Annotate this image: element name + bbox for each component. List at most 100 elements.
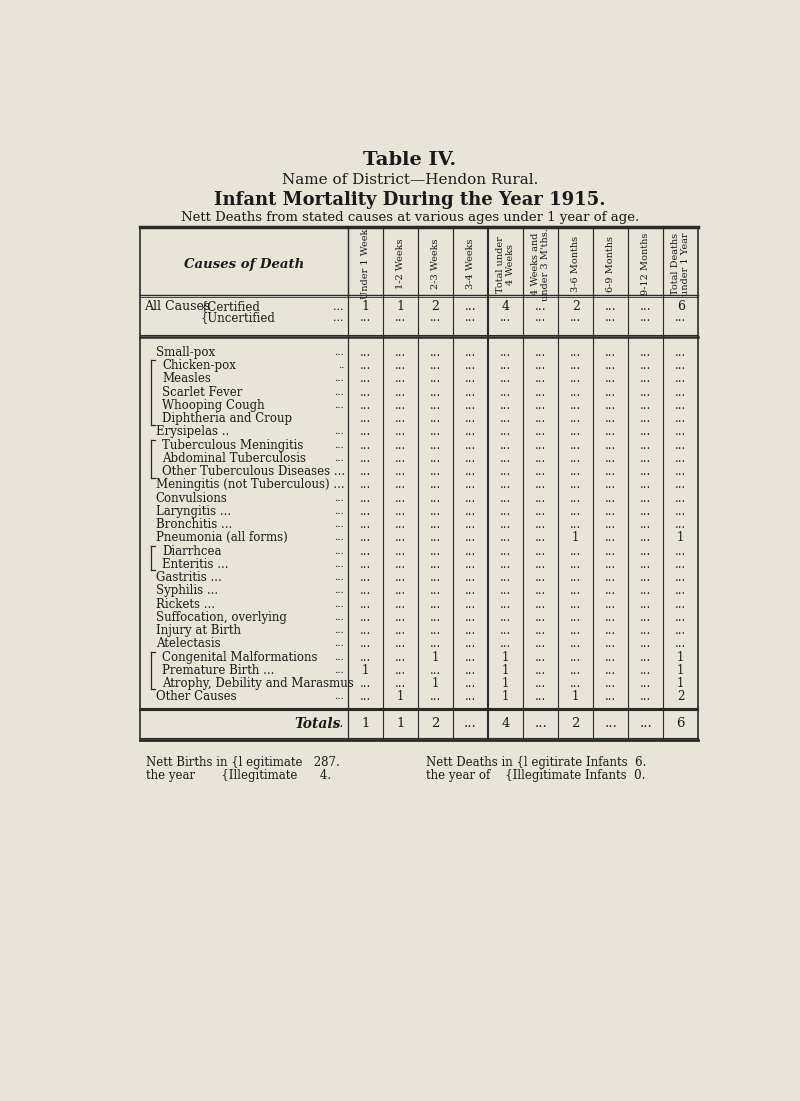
- Text: ...: ...: [465, 651, 476, 664]
- Text: ...: ...: [570, 624, 582, 637]
- Text: ...: ...: [605, 399, 616, 412]
- Text: ...: ...: [500, 545, 511, 557]
- Text: ...: ...: [500, 532, 511, 544]
- Text: ...: ...: [640, 690, 651, 704]
- Text: ...: ...: [605, 438, 616, 451]
- Text: ...: ...: [640, 312, 651, 324]
- Text: ...: ...: [535, 519, 546, 531]
- Text: ...: ...: [430, 558, 442, 570]
- Text: ...: ...: [465, 465, 476, 478]
- Text: ...: ...: [605, 492, 616, 504]
- Text: ...: ...: [570, 372, 582, 385]
- Text: ...: ...: [395, 585, 406, 598]
- Text: ...: ...: [395, 359, 406, 372]
- Text: ...: ...: [334, 348, 344, 357]
- Text: 1: 1: [397, 301, 405, 314]
- Text: ...: ...: [570, 346, 582, 359]
- Text: ...: ...: [535, 425, 546, 438]
- Text: 1-2 Weeks: 1-2 Weeks: [396, 239, 405, 290]
- Text: 2-3 Weeks: 2-3 Weeks: [431, 239, 440, 290]
- Text: Laryngitis ...: Laryngitis ...: [156, 505, 231, 517]
- Text: ...: ...: [535, 412, 546, 425]
- Text: ...: ...: [535, 492, 546, 504]
- Text: ...: ...: [360, 519, 371, 531]
- Text: ...: ...: [360, 598, 371, 611]
- Text: ...: ...: [535, 532, 546, 544]
- Text: ...: ...: [605, 425, 616, 438]
- Text: ...: ...: [605, 359, 616, 372]
- Text: ...: ...: [465, 359, 476, 372]
- Text: ...: ...: [500, 598, 511, 611]
- Text: ...: ...: [465, 492, 476, 504]
- Text: ...: ...: [535, 651, 546, 664]
- Text: ...: ...: [395, 372, 406, 385]
- Text: 3-6 Months: 3-6 Months: [571, 236, 580, 292]
- Text: Convulsions: Convulsions: [156, 492, 228, 504]
- Text: Nett Births in {l egitimate   287.: Nett Births in {l egitimate 287.: [146, 755, 340, 768]
- Text: {Uncertified: {Uncertified: [201, 312, 276, 324]
- Text: ...: ...: [500, 571, 511, 584]
- Text: ...: ...: [535, 637, 546, 651]
- Text: ...: ...: [465, 598, 476, 611]
- Text: Table IV.: Table IV.: [363, 151, 457, 168]
- Text: ...: ...: [395, 438, 406, 451]
- Text: ...: ...: [640, 571, 651, 584]
- Text: ...: ...: [570, 664, 582, 677]
- Text: ...: ...: [640, 385, 651, 399]
- Text: 4: 4: [502, 717, 510, 730]
- Text: ...: ...: [430, 598, 442, 611]
- Text: 1: 1: [502, 677, 510, 690]
- Text: ...: ...: [360, 651, 371, 664]
- Text: Totals: Totals: [294, 717, 340, 731]
- Text: ...: ...: [535, 478, 546, 491]
- Text: ...: ...: [500, 492, 511, 504]
- Text: ...: ...: [465, 399, 476, 412]
- Text: ...: ...: [675, 545, 686, 557]
- Text: ...: ...: [334, 573, 344, 582]
- Text: ...: ...: [334, 493, 344, 502]
- Text: ..: ..: [338, 361, 344, 370]
- Text: 1: 1: [397, 690, 404, 704]
- Text: ...: ...: [640, 359, 651, 372]
- Text: 3-4 Weeks: 3-4 Weeks: [466, 239, 475, 290]
- Text: ...: ...: [334, 693, 344, 701]
- Text: ...: ...: [430, 425, 442, 438]
- Text: ...: ...: [334, 374, 344, 383]
- Text: ...: ...: [430, 690, 442, 704]
- Text: Enteritis ...: Enteritis ...: [162, 558, 229, 570]
- Text: ...: ...: [675, 558, 686, 570]
- Text: ...: ...: [605, 505, 616, 517]
- Text: ...: ...: [640, 624, 651, 637]
- Text: ...: ...: [334, 559, 344, 569]
- Text: ...: ...: [430, 438, 442, 451]
- Text: ...: ...: [395, 558, 406, 570]
- Text: 1: 1: [362, 717, 370, 730]
- Text: ...: ...: [430, 312, 442, 324]
- Text: ...: ...: [605, 465, 616, 478]
- Text: ...: ...: [430, 611, 442, 624]
- Text: ...: ...: [675, 399, 686, 412]
- Text: ...: ...: [430, 399, 442, 412]
- Text: ...: ...: [430, 451, 442, 465]
- Text: Small-pox: Small-pox: [156, 346, 215, 359]
- Text: ...: ...: [640, 585, 651, 598]
- Text: ...: ...: [535, 505, 546, 517]
- Text: Other Causes: Other Causes: [156, 690, 237, 704]
- Text: ...: ...: [360, 346, 371, 359]
- Text: ...: ...: [500, 385, 511, 399]
- Text: ...: ...: [570, 611, 582, 624]
- Text: ...: ...: [395, 598, 406, 611]
- Text: Pneumonia (all forms): Pneumonia (all forms): [156, 532, 287, 544]
- Text: ...: ...: [675, 505, 686, 517]
- Text: 1: 1: [502, 664, 510, 677]
- Text: ...: ...: [395, 637, 406, 651]
- Text: ...: ...: [360, 558, 371, 570]
- Text: Atrophy, Debility and Marasmus: Atrophy, Debility and Marasmus: [162, 677, 354, 690]
- Text: ...: ...: [535, 301, 546, 314]
- Text: ...: ...: [395, 385, 406, 399]
- Text: ...: ...: [605, 412, 616, 425]
- Text: ...: ...: [360, 585, 371, 598]
- Text: ...: ...: [500, 585, 511, 598]
- Text: Rickets ...: Rickets ...: [156, 598, 214, 611]
- Text: ...: ...: [334, 506, 344, 516]
